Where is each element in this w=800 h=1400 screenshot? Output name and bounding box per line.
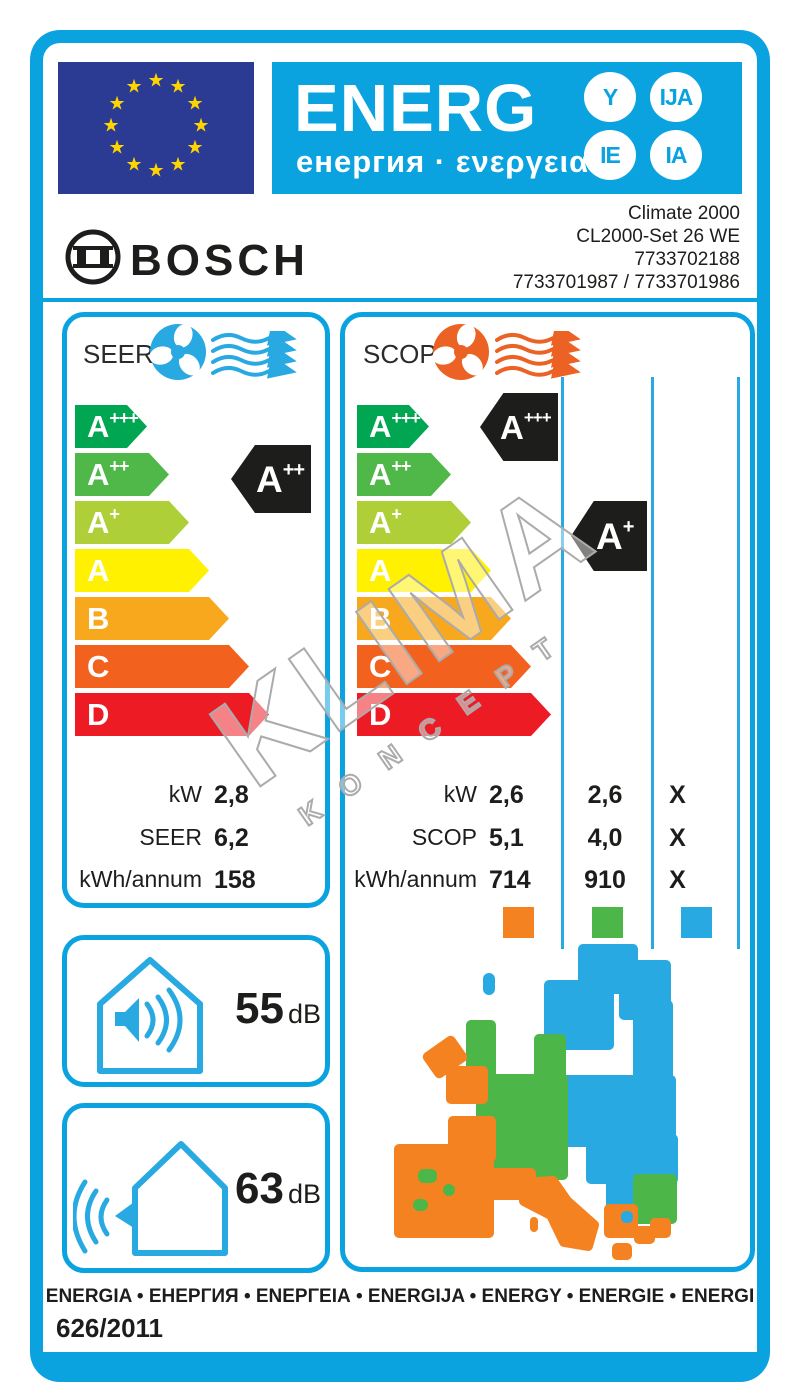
scop-arrow-c: C — [357, 645, 531, 688]
eu-star: ★ — [147, 160, 165, 182]
eu-star: ★ — [147, 70, 165, 92]
scop-scop-label: SCOP — [411, 824, 477, 850]
scop-kw-colder: 2,6 — [587, 781, 623, 809]
regulation-number: 626/2011 — [56, 1313, 164, 1343]
seer-row-seer: SEER 6,2 — [67, 824, 325, 856]
zone-square-average — [592, 907, 623, 938]
zone-divider-1 — [561, 377, 564, 949]
eu-star: ★ — [125, 154, 143, 176]
seer-kw-value: 2,8 — [214, 781, 249, 809]
indoor-noise-value: 55 dB — [235, 984, 321, 1034]
outdoor-noise-icon — [73, 1130, 231, 1260]
seer-arrow-a+: A + — [75, 501, 189, 544]
eu-star: ★ — [125, 76, 143, 98]
heating-fan-icon — [430, 321, 492, 383]
seer-arrow-d: D — [75, 693, 269, 736]
zone-divider-2 — [651, 377, 654, 949]
outdoor-noise-value: 63 dB — [235, 1164, 321, 1214]
scop-arrow-a+++: A +++ — [357, 405, 429, 448]
scop-row-kw: kW 2,6 2,6 X — [345, 781, 750, 813]
product-info: Climate 2000 CL2000-Set 26 WE 7733702188… — [513, 202, 740, 294]
bosch-logo-icon — [64, 228, 122, 286]
seer-arrow-a+++: A +++ — [75, 405, 147, 448]
energ-subtitle: енергия · ενεργεια — [296, 144, 590, 179]
scop-kw-label: kW — [443, 781, 477, 807]
seer-seer-label: SEER — [139, 824, 202, 850]
zone-square-warmer — [503, 907, 534, 938]
scop-row-kwh: kWh/annum 714 910 X — [345, 866, 750, 898]
product-line: 7733702188 — [634, 249, 740, 270]
cooling-fan-icon — [147, 321, 209, 383]
seer-kwh-value: 158 — [214, 866, 256, 894]
seer-arrow-a++: A ++ — [75, 453, 169, 496]
product-line: Climate 2000 — [628, 203, 740, 224]
outdoor-db: 63 — [235, 1164, 284, 1213]
indoor-noise-section: 55 dB — [62, 935, 330, 1087]
seer-section: SEER A +++ A ++ A + A B C — [62, 312, 330, 908]
scop-row-scop: SCOP 5,1 4,0 X — [345, 824, 750, 856]
product-line: CL2000-Set 26 WE — [576, 226, 740, 247]
scop-arrow-a: A — [357, 549, 491, 592]
scop-kw-average: 2,6 — [489, 781, 524, 809]
eu-flag: ★ ★ ★ ★ ★ ★ ★ ★ ★ ★ ★ ★ — [58, 62, 254, 194]
scop-class-indicator-average: A +++ — [480, 393, 558, 461]
scop-arrow-b: B — [357, 597, 511, 640]
energ-title: ENERG — [294, 71, 538, 146]
scop-arrow-a++: A ++ — [357, 453, 451, 496]
seer-title: SEER — [83, 339, 154, 369]
seer-row-kwh: kWh/annum 158 — [67, 866, 325, 898]
eu-star: ★ — [169, 76, 187, 98]
energ-suffix-ie: IE — [584, 130, 636, 180]
energ-suffix-ia: IA — [650, 130, 702, 180]
energ-suffix-ija: IJA — [650, 72, 702, 122]
energ-suffix-y: Y — [584, 72, 636, 122]
indoor-db: 55 — [235, 984, 284, 1033]
zone-square-colder — [681, 907, 712, 938]
energ-band: ENERG енергия · ενεργεια Y IJA IE IA — [272, 62, 742, 194]
outdoor-noise-section: 63 dB — [62, 1103, 330, 1273]
eu-star: ★ — [108, 137, 126, 159]
header-divider — [43, 298, 757, 302]
scop-kwh-colder: 910 — [584, 866, 626, 894]
seer-arrow-b: B — [75, 597, 229, 640]
brand-name: BOSCH — [130, 236, 309, 285]
scop-arrow-a+: A + — [357, 501, 471, 544]
eu-star: ★ — [108, 93, 126, 115]
indoor-noise-icon — [91, 950, 209, 1078]
eu-star: ★ — [192, 115, 210, 137]
europe-climate-map — [391, 943, 736, 1268]
seer-arrow-c: C — [75, 645, 249, 688]
eu-star: ★ — [186, 93, 204, 115]
cool-airflow-icon — [211, 331, 297, 381]
seer-kwh-label: kWh/annum — [79, 866, 202, 892]
scop-scop-average: 5,1 — [489, 824, 524, 852]
scop-kw-warmer: X — [669, 781, 686, 809]
outdoor-db-unit: dB — [287, 1179, 321, 1209]
seer-kw-label: kW — [168, 781, 202, 807]
scop-section: SCOP A +++ A ++ A + A — [340, 312, 755, 1272]
scop-scop-colder: 4,0 — [587, 824, 623, 852]
energy-words: ENERGIA • ЕНЕРГИЯ • ΕΝΕΡΓΕΙΑ • ENERGIJA … — [45, 1286, 755, 1307]
warm-airflow-icon — [495, 331, 581, 381]
scop-arrow-d: D — [357, 693, 551, 736]
indoor-db-unit: dB — [287, 999, 321, 1029]
eu-star: ★ — [186, 137, 204, 159]
scop-kwh-label: kWh/annum — [354, 866, 477, 892]
seer-row-kw: kW 2,8 — [67, 781, 325, 813]
seer-seer-value: 6,2 — [214, 824, 249, 852]
eu-star: ★ — [102, 115, 120, 137]
scop-class-indicator-colder: A + — [571, 501, 647, 571]
product-line: 7733701987 / 7733701986 — [512, 272, 740, 293]
eu-star: ★ — [169, 154, 187, 176]
scop-kwh-warmer: X — [669, 866, 686, 894]
scop-scop-warmer: X — [669, 824, 686, 852]
scop-title: SCOP — [363, 339, 437, 369]
zone-divider-3 — [737, 377, 740, 949]
seer-class-indicator: A ++ — [231, 445, 311, 513]
scop-kwh-average: 714 — [489, 866, 531, 894]
seer-arrow-a: A — [75, 549, 209, 592]
